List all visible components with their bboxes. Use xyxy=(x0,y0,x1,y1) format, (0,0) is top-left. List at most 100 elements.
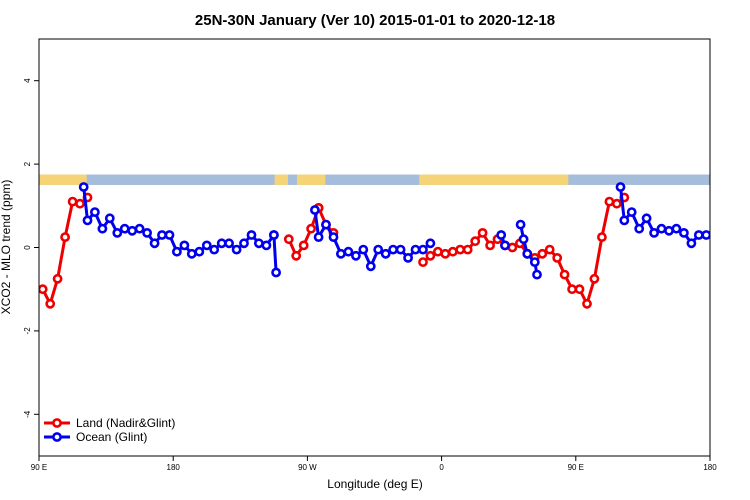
series-ocean-line xyxy=(272,234,278,273)
series-land-point xyxy=(611,198,622,209)
series-land-point xyxy=(39,284,48,295)
series-ocean-point xyxy=(82,215,93,226)
axes: 90 E 180 90 W 0 90 E 180 -4 -2 0 2 4 xyxy=(23,78,717,472)
series-ocean-point xyxy=(119,223,130,234)
legend-ocean-marker xyxy=(52,432,62,442)
series-ocean-point xyxy=(239,238,249,249)
series-ocean-point xyxy=(90,207,100,217)
series-ocean-point xyxy=(271,267,281,278)
series-ocean-point xyxy=(701,230,710,240)
land-strip-segment xyxy=(296,174,326,185)
series-land-point xyxy=(455,244,466,255)
series-land xyxy=(39,192,630,309)
x-tick-label: 90 E xyxy=(568,463,584,472)
series-ocean-point xyxy=(246,230,257,240)
series-ocean-point xyxy=(253,238,264,249)
series-ocean-point xyxy=(418,244,428,255)
x-axis-label: Longitude (deg E) xyxy=(327,477,422,491)
series-ocean-point xyxy=(410,244,421,255)
series-land-point xyxy=(485,240,495,251)
ocean-strip xyxy=(39,174,710,185)
series-land-line xyxy=(41,196,89,306)
x-tick-label: 180 xyxy=(167,463,181,472)
series-ocean-point xyxy=(179,240,190,251)
series-land-point xyxy=(45,298,56,309)
series-ocean-point xyxy=(328,232,339,242)
y-axis-label: XCO2 - MLO trend (ppm) xyxy=(0,180,13,315)
series-ocean-point xyxy=(350,250,361,261)
series-land-point xyxy=(462,244,473,255)
series-ocean-point xyxy=(321,219,331,230)
series-ocean-point xyxy=(335,248,346,259)
y-tick-label: 0 xyxy=(23,245,32,250)
x-tick-label: 180 xyxy=(703,463,717,472)
series-ocean-point xyxy=(388,244,398,255)
x-tick-label: 0 xyxy=(439,463,444,472)
series-land-point xyxy=(440,248,451,259)
legend-land-label: Land (Nadir&Glint) xyxy=(76,416,175,430)
series-ocean-point xyxy=(164,230,175,240)
series-ocean-point xyxy=(134,223,145,234)
series-ocean-point xyxy=(679,227,689,238)
series-land-point xyxy=(537,248,548,259)
series-ocean-point xyxy=(671,223,682,234)
series-ocean-point xyxy=(395,244,406,255)
series-ocean-point xyxy=(358,244,369,255)
chart-title: 25N-30N January (Ver 10) 2015-01-01 to 2… xyxy=(195,12,555,29)
series-ocean-point xyxy=(313,232,324,242)
series-ocean-point xyxy=(496,230,507,240)
series-land-point xyxy=(544,244,555,255)
series-ocean-point xyxy=(626,207,637,217)
series-ocean-point xyxy=(515,219,526,230)
y-tick-label: 2 xyxy=(23,161,32,166)
legend-ocean-label: Ocean (Glint) xyxy=(76,430,147,444)
series-ocean-point xyxy=(186,248,197,259)
y-tick-label: 4 xyxy=(23,78,32,83)
series-ocean-point xyxy=(365,261,376,272)
land-strip-segment xyxy=(419,174,569,185)
y-tick-label: -4 xyxy=(23,410,32,418)
series-land-point xyxy=(52,273,63,284)
series-ocean-point xyxy=(619,215,630,226)
series-ocean-point xyxy=(149,238,160,249)
series-ocean-point xyxy=(380,248,391,259)
surface-strip xyxy=(39,174,710,185)
series-land-point xyxy=(418,257,428,267)
series-ocean-point xyxy=(261,240,272,251)
series-ocean-point xyxy=(373,244,384,255)
series-ocean-point xyxy=(209,244,220,255)
series-land-point xyxy=(559,269,570,280)
series-land-point xyxy=(283,234,294,245)
series-land-point xyxy=(582,298,592,309)
series-ocean xyxy=(78,182,710,280)
series-land-point xyxy=(477,227,488,238)
series-ocean-point xyxy=(693,230,704,240)
series-ocean-point xyxy=(78,182,89,192)
series-ocean-point xyxy=(231,244,242,255)
series-land-point xyxy=(552,252,563,263)
series-land-point xyxy=(291,250,302,261)
series-ocean-point xyxy=(268,230,279,240)
series-ocean-point xyxy=(194,246,205,257)
series-ocean-point xyxy=(532,269,542,280)
x-tick-label: 90 E xyxy=(31,463,47,472)
land-strip-segment xyxy=(39,174,87,185)
series-ocean-point xyxy=(171,246,182,257)
x-tick-label: 90 W xyxy=(298,463,317,472)
series-ocean-point xyxy=(309,205,320,215)
series-ocean-point xyxy=(529,257,540,267)
series-land-point xyxy=(589,273,600,284)
series-ocean-point xyxy=(641,213,652,224)
series-ocean-point xyxy=(157,230,167,240)
series-ocean-point xyxy=(224,238,234,249)
series-ocean-point xyxy=(97,223,108,234)
series-ocean-point xyxy=(142,227,152,238)
series-ocean-point xyxy=(403,252,413,263)
y-tick-label: -2 xyxy=(23,327,32,335)
series-ocean-point xyxy=(112,227,123,238)
series-land-point xyxy=(306,223,316,234)
series-ocean-point xyxy=(656,223,667,234)
series-ocean-point xyxy=(425,238,436,249)
legend-land-marker xyxy=(52,418,62,428)
